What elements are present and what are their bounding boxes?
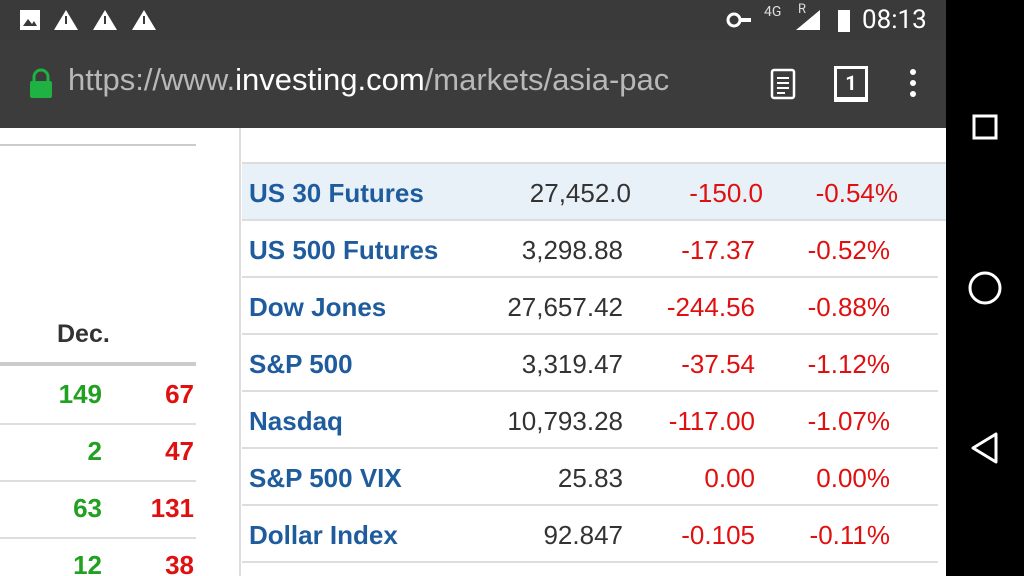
change: -117.00: [668, 406, 755, 436]
instrument-name[interactable]: S&P 500 VIX: [249, 463, 402, 493]
left-row: 12 38: [0, 537, 196, 576]
network-type: 4G: [764, 4, 782, 20]
last-price: 25.83: [557, 463, 623, 493]
down-count: 47: [165, 436, 194, 466]
change-percent: -1.07%: [807, 406, 890, 436]
change: -150.0: [689, 178, 763, 208]
down-count: 67: [165, 379, 194, 409]
up-count: 63: [73, 493, 102, 523]
up-count: 149: [58, 379, 102, 409]
change-percent: 0.00%: [816, 463, 890, 493]
change-percent: -0.52%: [807, 235, 890, 265]
tab-switcher[interactable]: 1: [834, 66, 868, 102]
quote-row[interactable]: S&P 500 VIX 25.83 0.00 0.00%: [242, 449, 938, 506]
instrument-name[interactable]: Dollar Index: [249, 520, 398, 550]
change: -244.56: [666, 292, 755, 322]
instrument-name[interactable]: S&P 500: [249, 349, 353, 379]
url[interactable]: https://www.investing.com/markets/asia-p…: [68, 62, 748, 98]
status-bar: 4G R 08:13: [0, 0, 946, 40]
last-price: 92.847: [543, 520, 623, 550]
instrument-name[interactable]: US 500 Futures: [249, 235, 439, 265]
down-count: 131: [150, 493, 194, 523]
change: -0.105: [681, 520, 755, 550]
change: -37.54: [681, 349, 755, 379]
system-icons: [726, 10, 850, 32]
change-percent: -0.88%: [807, 292, 890, 322]
left-row: 63 131: [0, 480, 196, 539]
instrument-name[interactable]: Dow Jones: [249, 292, 387, 322]
quote-row[interactable]: S&P 500 3,319.47 -37.54 -1.12%: [242, 335, 938, 392]
home-button[interactable]: [968, 271, 1002, 305]
last-price: 10,793.28: [507, 406, 623, 436]
clock: 08:13: [862, 5, 927, 35]
back-button[interactable]: [971, 432, 998, 464]
down-count: 38: [165, 550, 194, 576]
left-row: 149 67: [0, 366, 196, 425]
change: -17.37: [681, 235, 755, 265]
left-row: 2 47: [0, 423, 196, 482]
url-domain: investing.com: [235, 62, 425, 97]
last-price: 27,657.42: [507, 292, 623, 322]
quote-row[interactable]: US 30 Futures 27,452.0 -150.0 -0.54%: [242, 164, 946, 221]
instrument-name[interactable]: US 30 Futures: [249, 178, 424, 208]
quote-row[interactable]: Dow Jones 27,657.42 -244.56 -0.88%: [242, 278, 938, 335]
header-divider: [0, 362, 196, 366]
reader-mode-button[interactable]: [770, 68, 796, 100]
last-price: 27,452.0: [529, 178, 631, 208]
url-scheme: https://www.: [68, 62, 236, 97]
up-count: 12: [73, 550, 102, 576]
column-header: Dec.: [57, 320, 110, 348]
recents-button[interactable]: [972, 114, 998, 140]
lock-icon: [30, 68, 52, 98]
notification-icons: [20, 10, 156, 30]
change-percent: -0.54%: [815, 178, 898, 208]
change-percent: -1.12%: [807, 349, 890, 379]
nav-buttons[interactable]: [946, 0, 1024, 576]
divider: [239, 128, 241, 576]
up-count: 2: [87, 436, 102, 466]
header-divider: [242, 162, 946, 164]
quote-row[interactable]: US 500 Futures 3,298.88 -17.37 -0.52%: [242, 221, 938, 278]
divider: [0, 144, 196, 146]
navigation-bar: [946, 0, 1024, 576]
last-price: 3,319.47: [521, 349, 623, 379]
quote-row[interactable]: Nasdaq 10,793.28 -117.00 -1.07%: [242, 392, 938, 449]
last-price: 3,298.88: [521, 235, 623, 265]
menu-button[interactable]: [906, 68, 920, 98]
url-path: /markets/asia-pac: [424, 62, 670, 97]
quote-row[interactable]: Dollar Index 92.847 -0.105 -0.11%: [242, 506, 938, 563]
change-percent: -0.11%: [809, 520, 890, 550]
roaming: R: [798, 2, 807, 17]
change: 0.00: [704, 463, 755, 493]
instrument-name[interactable]: Nasdaq: [249, 406, 343, 436]
address-bar: https://www.investing.com/markets/asia-p…: [0, 40, 946, 128]
page-content: Dec. 149 67 2 47 63 131 12 38 US 30 Futures 27,4…: [0, 128, 946, 576]
